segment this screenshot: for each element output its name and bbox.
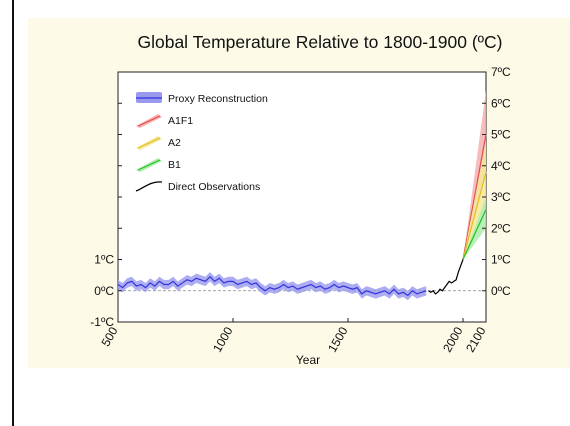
y-right-tick-label: 3ºC	[491, 190, 511, 204]
x-axis-label: Year	[296, 353, 320, 367]
plot-area	[117, 71, 487, 323]
b1-line	[462, 209, 487, 260]
y-left-tick-label: 0ºC	[94, 284, 114, 298]
y-right-tick-label: 1ºC	[491, 253, 511, 267]
proxy-reconstruction-line	[117, 275, 427, 297]
y-right-tick-label: 7ºC	[491, 65, 511, 79]
y-left-tick-label: 1ºC	[94, 253, 114, 267]
x-tick-label: 2000	[440, 324, 466, 354]
y-right-tick-label: 2ºC	[491, 221, 511, 235]
x-tick-label: 2100	[463, 324, 489, 354]
a2-band	[463, 140, 486, 260]
y-right-tick-label: 6ºC	[491, 96, 511, 110]
a1f1-band	[463, 90, 486, 260]
y-left-tick-label: -1ºC	[90, 315, 114, 329]
y-right-tick-label: 5ºC	[491, 128, 511, 142]
chart-panel: Global Temperature Relative to 1800-1900…	[28, 18, 570, 368]
legend-label-direct-observations: Direct Observations	[168, 181, 260, 193]
a1f1-line	[462, 134, 487, 260]
y-right-tick-label: 0ºC	[491, 284, 511, 298]
x-tick-label: 1500	[325, 324, 351, 354]
legend-label-a2: A2	[168, 137, 181, 149]
direct-observations-line	[428, 259, 464, 295]
b1-band	[463, 197, 486, 260]
legend-swatch-b1-line	[137, 159, 161, 171]
legend-label-a1f1: A1F1	[168, 115, 193, 127]
legend: Proxy Reconstruction A1F1 A2 B1 Direct Obser…	[135, 92, 268, 193]
legend-swatch-a1f1-line	[137, 115, 161, 127]
y-right-tick-label: 4ºC	[491, 159, 511, 173]
a2-line	[462, 171, 487, 260]
x-tick-label: 1000	[210, 324, 236, 354]
chart-title: Global Temperature Relative to 1800-1900…	[137, 32, 502, 52]
legend-label-proxy-reconstruction: Proxy Reconstruction	[168, 93, 268, 105]
legend-label-b1: B1	[168, 159, 181, 171]
slide: Global Temperature Relative to 1800-1900…	[12, 0, 570, 426]
legend-swatch-a2-line	[137, 137, 161, 149]
temperature-chart: Global Temperature Relative to 1800-1900…	[90, 32, 511, 367]
legend-swatch-direct-observations	[135, 181, 163, 192]
